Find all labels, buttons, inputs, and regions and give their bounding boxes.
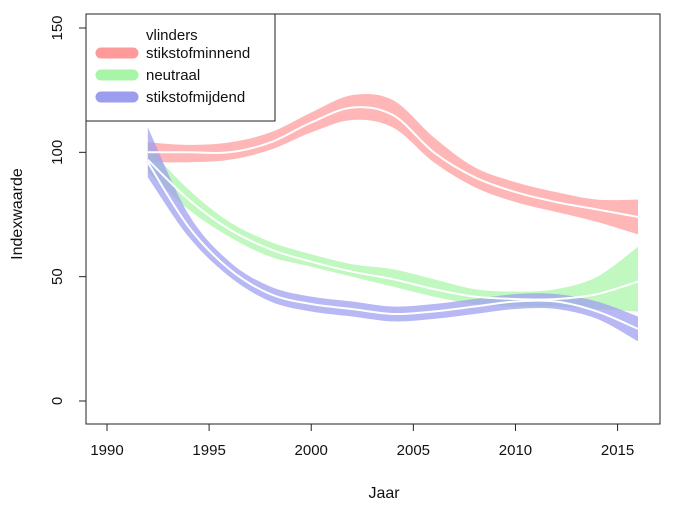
band-neutraal [147, 147, 639, 312]
x-tick-label: 2000 [295, 442, 328, 459]
x-tick-label: 2010 [499, 442, 532, 459]
y-tick-label: 100 [49, 140, 66, 165]
legend-label-neutraal: neutraal [146, 67, 200, 84]
mean-lines [146, 106, 639, 330]
x-axis-title: Jaar [368, 485, 400, 502]
mean-line-stikstofminnend [147, 106, 639, 218]
confidence-bands [147, 93, 639, 342]
x-tick-label: 1990 [90, 442, 123, 459]
mean-line-neutraal [147, 159, 639, 301]
x-axis: 1990 1995 2000 2005 2010 2015 [90, 423, 634, 459]
legend-box [85, 13, 276, 122]
legend-title: vlinders [146, 27, 198, 44]
y-axis-title: Indexwaarde [9, 168, 26, 260]
x-tick-label: 2005 [397, 442, 430, 459]
y-tick-label: 0 [49, 397, 66, 405]
legend-label-stikstofmijdend: stikstofmijdend [146, 89, 245, 106]
legend: vlinders stikstofminnend neutraal stikstof… [85, 13, 276, 122]
y-tick-label: 50 [49, 268, 66, 285]
y-axis: 0 50 100 150 [49, 15, 87, 405]
mean-line-stikstofmijdend [146, 161, 639, 330]
band-stikstofminnend [147, 93, 639, 235]
legend-label-stikstofminnend: stikstofminnend [146, 45, 250, 62]
x-tick-label: 2015 [601, 442, 634, 459]
y-tick-label: 150 [49, 15, 66, 40]
band-stikstofmijdend [147, 127, 639, 342]
x-tick-label: 1995 [192, 442, 225, 459]
